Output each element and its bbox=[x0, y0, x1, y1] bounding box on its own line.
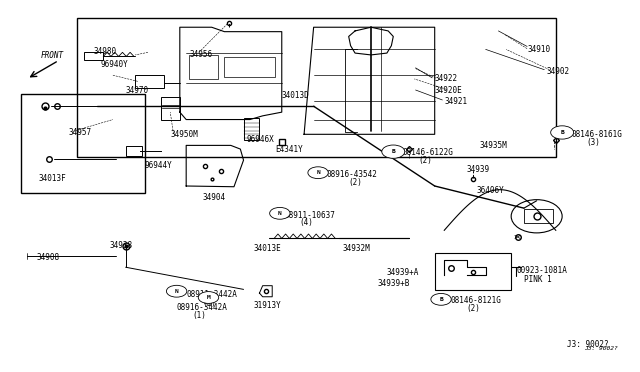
Text: 34939+A: 34939+A bbox=[387, 268, 419, 277]
Text: 34922: 34922 bbox=[435, 74, 458, 83]
Text: 34013F: 34013F bbox=[38, 174, 66, 183]
Bar bbox=[435, 253, 511, 290]
Text: (3): (3) bbox=[586, 138, 600, 147]
Circle shape bbox=[382, 145, 404, 158]
Text: N: N bbox=[278, 211, 282, 216]
Circle shape bbox=[166, 285, 187, 297]
Text: FRONT: FRONT bbox=[41, 51, 64, 61]
Text: B: B bbox=[439, 297, 443, 302]
Text: 96946X: 96946X bbox=[246, 135, 275, 144]
Text: N: N bbox=[316, 170, 320, 175]
Bar bbox=[161, 97, 180, 119]
Text: (1): (1) bbox=[193, 311, 207, 320]
Text: 00923-1081A: 00923-1081A bbox=[516, 266, 567, 275]
Text: 34939: 34939 bbox=[467, 165, 490, 174]
Text: 34013D: 34013D bbox=[282, 91, 310, 100]
Text: (2): (2) bbox=[419, 156, 433, 166]
Text: 34938: 34938 bbox=[109, 241, 133, 250]
Bar bbox=[77, 18, 556, 157]
Bar bbox=[244, 118, 259, 140]
Text: 34957: 34957 bbox=[68, 128, 92, 137]
Text: J3: 9002?: J3: 9002? bbox=[584, 346, 618, 351]
Bar bbox=[225, 57, 275, 77]
Text: 34932M: 34932M bbox=[342, 244, 370, 253]
Ellipse shape bbox=[511, 200, 562, 233]
Bar bbox=[20, 94, 145, 193]
Text: 08911-10637: 08911-10637 bbox=[285, 211, 336, 220]
Text: 34013E: 34013E bbox=[253, 244, 281, 253]
Text: 08916-43542: 08916-43542 bbox=[326, 170, 377, 179]
Text: PINK 1: PINK 1 bbox=[524, 275, 552, 283]
Text: 34921: 34921 bbox=[444, 97, 467, 106]
Text: B: B bbox=[560, 130, 564, 135]
Text: 08146-8121G: 08146-8121G bbox=[451, 296, 502, 305]
Text: 34939+B: 34939+B bbox=[378, 279, 410, 288]
Circle shape bbox=[550, 126, 573, 139]
Text: 34902: 34902 bbox=[546, 67, 570, 76]
Text: 96944Y: 96944Y bbox=[145, 161, 173, 170]
Text: M: M bbox=[207, 295, 211, 300]
Circle shape bbox=[308, 167, 328, 179]
Text: 34950M: 34950M bbox=[170, 130, 198, 139]
Text: (1): (1) bbox=[202, 299, 216, 308]
Text: 34904: 34904 bbox=[202, 193, 225, 202]
Text: 34970: 34970 bbox=[125, 86, 148, 94]
Circle shape bbox=[198, 292, 219, 304]
Text: 34908: 34908 bbox=[36, 253, 60, 263]
Circle shape bbox=[431, 294, 451, 305]
Text: N: N bbox=[175, 289, 179, 294]
Text: 34920E: 34920E bbox=[435, 86, 463, 94]
Text: E4341Y: E4341Y bbox=[275, 145, 303, 154]
Text: B: B bbox=[392, 149, 395, 154]
Text: 08916-3442A: 08916-3442A bbox=[177, 303, 227, 312]
Text: 08146-6122G: 08146-6122G bbox=[403, 148, 454, 157]
Text: (2): (2) bbox=[467, 304, 481, 313]
Bar bbox=[189, 55, 218, 79]
Text: 08911-3442A: 08911-3442A bbox=[186, 291, 237, 299]
Circle shape bbox=[269, 208, 290, 219]
Text: J3: 9002?: J3: 9002? bbox=[567, 340, 609, 349]
Text: 34956: 34956 bbox=[189, 51, 212, 60]
Text: 34935M: 34935M bbox=[479, 141, 507, 150]
Bar bbox=[125, 146, 141, 156]
Text: (2): (2) bbox=[349, 178, 362, 187]
Text: 31913Y: 31913Y bbox=[253, 301, 281, 311]
Text: 36406Y: 36406Y bbox=[476, 186, 504, 195]
Text: 96940Y: 96940Y bbox=[100, 60, 128, 69]
Text: (4): (4) bbox=[300, 218, 314, 227]
Bar bbox=[524, 209, 552, 223]
Bar bbox=[135, 75, 164, 88]
Text: 34910: 34910 bbox=[527, 45, 550, 54]
Text: 34980: 34980 bbox=[94, 47, 117, 56]
Text: 08146-8161G: 08146-8161G bbox=[572, 130, 623, 139]
Bar bbox=[84, 52, 103, 61]
